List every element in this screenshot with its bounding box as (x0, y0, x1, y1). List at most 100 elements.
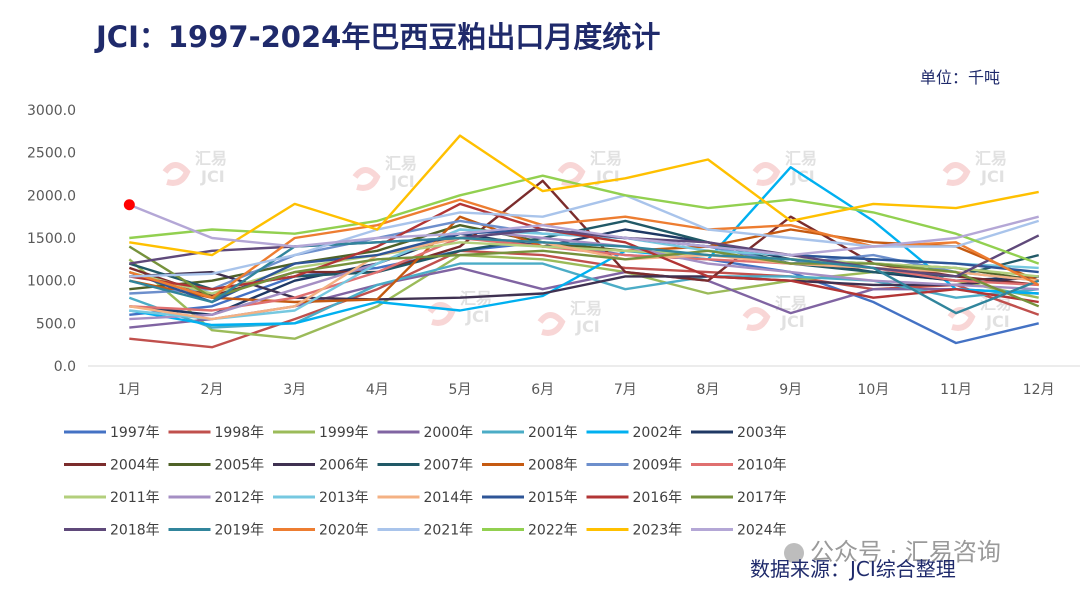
series-line-2023年 (129, 134, 1039, 257)
x-tick-label: 10月 (857, 382, 889, 398)
legend-item: 2003年 (691, 425, 787, 441)
logo-sub: JCI (200, 167, 225, 186)
legend-label: 2000年 (424, 425, 474, 441)
watermark-logos: 汇易JCI汇易JCI汇易JCI汇易JCI汇易JCI汇易JCI汇易JCI汇易JCI… (162, 149, 1012, 336)
legend-label: 2001年 (528, 425, 578, 441)
legend-item: 2001年 (482, 425, 578, 441)
y-tick-label: 1000.0 (27, 274, 76, 290)
x-tick-label: 8月 (697, 382, 720, 398)
y-tick-label: 2500.0 (27, 146, 76, 162)
legend-label: 2010年 (737, 458, 787, 474)
x-tick-label: 1月 (118, 382, 141, 398)
legend-item: 2019年 (168, 523, 265, 539)
x-tick-label: 12月 (1023, 382, 1055, 398)
logo-mark (742, 307, 771, 331)
legend-label: 2006年 (319, 458, 369, 474)
legend-label: 2018年 (110, 523, 160, 539)
legend-label: 2022年 (528, 523, 578, 539)
legend-label: 2013年 (319, 490, 369, 506)
logo-sub: JCI (780, 312, 805, 331)
logo-sub: JCI (985, 312, 1010, 331)
y-tick-label: 500.0 (36, 316, 76, 332)
series-line-2017年 (128, 245, 1040, 308)
red-dot-marker (123, 199, 135, 211)
wechat-icon (784, 543, 804, 563)
series-line-2002年 (129, 165, 1039, 327)
legend-item: 2010年 (691, 458, 787, 474)
wechat-watermark: 公众号 · 汇易咨询 (784, 532, 1001, 567)
legend-label: 2007年 (424, 458, 474, 474)
legend-label: 2020年 (319, 523, 369, 539)
legend-item: 2005年 (168, 458, 265, 474)
series-lines (128, 134, 1040, 349)
chart-title: JCI：1997-2024年巴西豆粕出口月度统计 (96, 20, 661, 54)
y-tick-label: 0.0 (54, 359, 76, 375)
y-tick-label: 2000.0 (27, 188, 76, 204)
legend-item: 2008年 (482, 458, 578, 474)
logo-text: 汇易 (975, 149, 1007, 168)
series-line-2019年 (129, 236, 1040, 315)
legend-label: 2005年 (215, 458, 265, 474)
legend-label: 1997年 (110, 425, 160, 441)
logo-text: 汇易 (785, 149, 817, 168)
legend-item: 2016年 (586, 490, 683, 506)
logo-mark (947, 307, 976, 331)
legend-item: 2009年 (586, 458, 683, 474)
x-tick-label: 9月 (779, 382, 802, 398)
legend: 1997年 1998年 1999年 2000年 2001年 2002年 2003年 2004年… (64, 425, 787, 539)
series-line-2021年 (129, 194, 1040, 278)
logo-text: 汇易 (195, 149, 227, 168)
logo-mark (162, 162, 191, 186)
x-tick-label: 4月 (366, 382, 389, 398)
legend-item: 2004年 (64, 458, 160, 474)
legend-label: 2008年 (528, 458, 578, 474)
x-tick-label: 5月 (449, 382, 472, 398)
legend-item: 2014年 (377, 490, 473, 506)
legend-label: 2021年 (424, 523, 474, 539)
legend-item: 2020年 (273, 523, 369, 539)
logo-text: 汇易 (980, 294, 1012, 313)
data-source: 数据来源：JCI综合整理 (750, 557, 956, 581)
legend-item: 2013年 (273, 490, 369, 506)
logo-text: 汇易 (460, 289, 492, 308)
logo-mark (537, 312, 566, 336)
legend-item: 2018年 (64, 523, 160, 539)
x-tick-label: 7月 (614, 382, 637, 398)
legend-item: 2007年 (377, 458, 474, 474)
legend-label: 2016年 (633, 490, 683, 506)
logo-mark (752, 162, 781, 186)
legend-label: 2024年 (737, 523, 787, 539)
logo-text: 汇易 (590, 149, 622, 168)
legend-label: 2011年 (110, 490, 160, 506)
legend-item: 2015年 (482, 490, 578, 506)
logo-text: 汇易 (775, 294, 807, 313)
legend-label: 2009年 (633, 458, 683, 474)
watermark-text: 公众号 · 汇易咨询 (810, 538, 1001, 566)
x-tick-label: 6月 (531, 382, 554, 398)
logo-text: 汇易 (385, 154, 417, 173)
logo-sub: JCI (465, 307, 490, 326)
legend-label: 2023年 (633, 523, 683, 539)
logo-sub: JCI (980, 167, 1005, 186)
legend-item: 2002年 (586, 425, 683, 441)
legend-label: 2002年 (633, 425, 683, 441)
legend-item: 1998年 (168, 425, 264, 441)
y-tick-label: 3000.0 (27, 103, 76, 119)
legend-item: 2012年 (168, 490, 264, 506)
legend-item: 2006年 (273, 458, 369, 474)
x-tick-label: 11月 (940, 382, 972, 398)
logo-mark (427, 302, 456, 326)
x-tick-label: 3月 (283, 382, 306, 398)
legend-label: 2019年 (215, 523, 265, 539)
logo-text: 汇易 (570, 299, 602, 318)
unit-label: 单位：千吨 (920, 68, 1001, 87)
series-line-2012年 (129, 228, 1039, 321)
axes: 0.0 500.0 1000.0 1500.0 2000.0 2500.0 3000.0 1月… (27, 103, 1080, 398)
legend-label: 2015年 (528, 490, 578, 506)
